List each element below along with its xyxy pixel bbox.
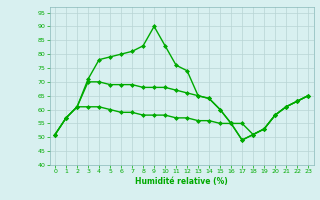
X-axis label: Humidité relative (%): Humidité relative (%) xyxy=(135,177,228,186)
